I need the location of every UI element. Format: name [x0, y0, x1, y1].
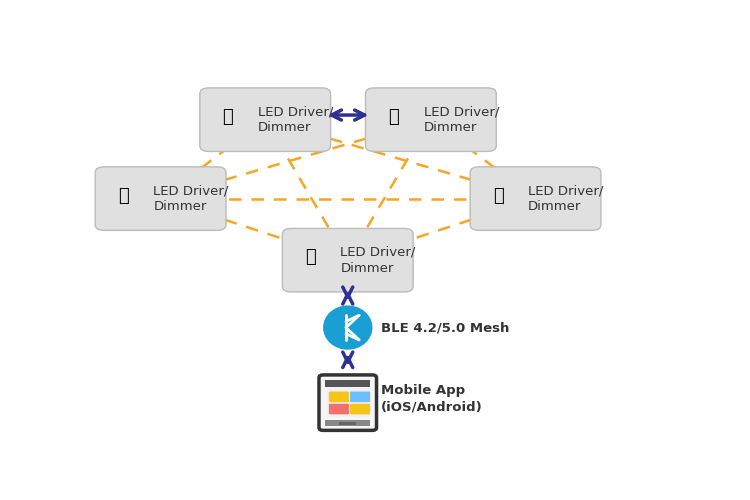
FancyBboxPatch shape — [282, 228, 413, 292]
Text: 💡: 💡 — [388, 108, 399, 126]
Bar — [326, 420, 370, 426]
FancyBboxPatch shape — [350, 404, 370, 414]
FancyBboxPatch shape — [328, 392, 349, 402]
Bar — [326, 380, 370, 386]
Text: LED Driver/
Dimmer: LED Driver/ Dimmer — [424, 105, 499, 134]
Text: LED Driver/
Dimmer: LED Driver/ Dimmer — [340, 246, 416, 274]
Text: LED Driver/
Dimmer: LED Driver/ Dimmer — [528, 184, 604, 213]
FancyBboxPatch shape — [350, 392, 370, 402]
Text: BLE 4.2/5.0 Mesh: BLE 4.2/5.0 Mesh — [381, 321, 509, 334]
Text: 💡: 💡 — [222, 108, 233, 126]
Text: LED Driver/
Dimmer: LED Driver/ Dimmer — [153, 184, 229, 213]
FancyBboxPatch shape — [200, 88, 331, 152]
Text: Mobile App
(iOS/Android): Mobile App (iOS/Android) — [381, 384, 483, 414]
Text: 💡: 💡 — [118, 186, 128, 204]
Text: 💡: 💡 — [493, 186, 503, 204]
FancyBboxPatch shape — [470, 167, 601, 230]
FancyBboxPatch shape — [319, 375, 376, 430]
FancyBboxPatch shape — [328, 404, 349, 414]
Text: LED Driver/
Dimmer: LED Driver/ Dimmer — [258, 105, 333, 134]
Bar — [339, 422, 356, 424]
FancyBboxPatch shape — [95, 167, 226, 230]
Text: 💡: 💡 — [305, 248, 316, 266]
FancyBboxPatch shape — [365, 88, 496, 152]
Bar — [326, 388, 369, 416]
Ellipse shape — [323, 306, 373, 350]
